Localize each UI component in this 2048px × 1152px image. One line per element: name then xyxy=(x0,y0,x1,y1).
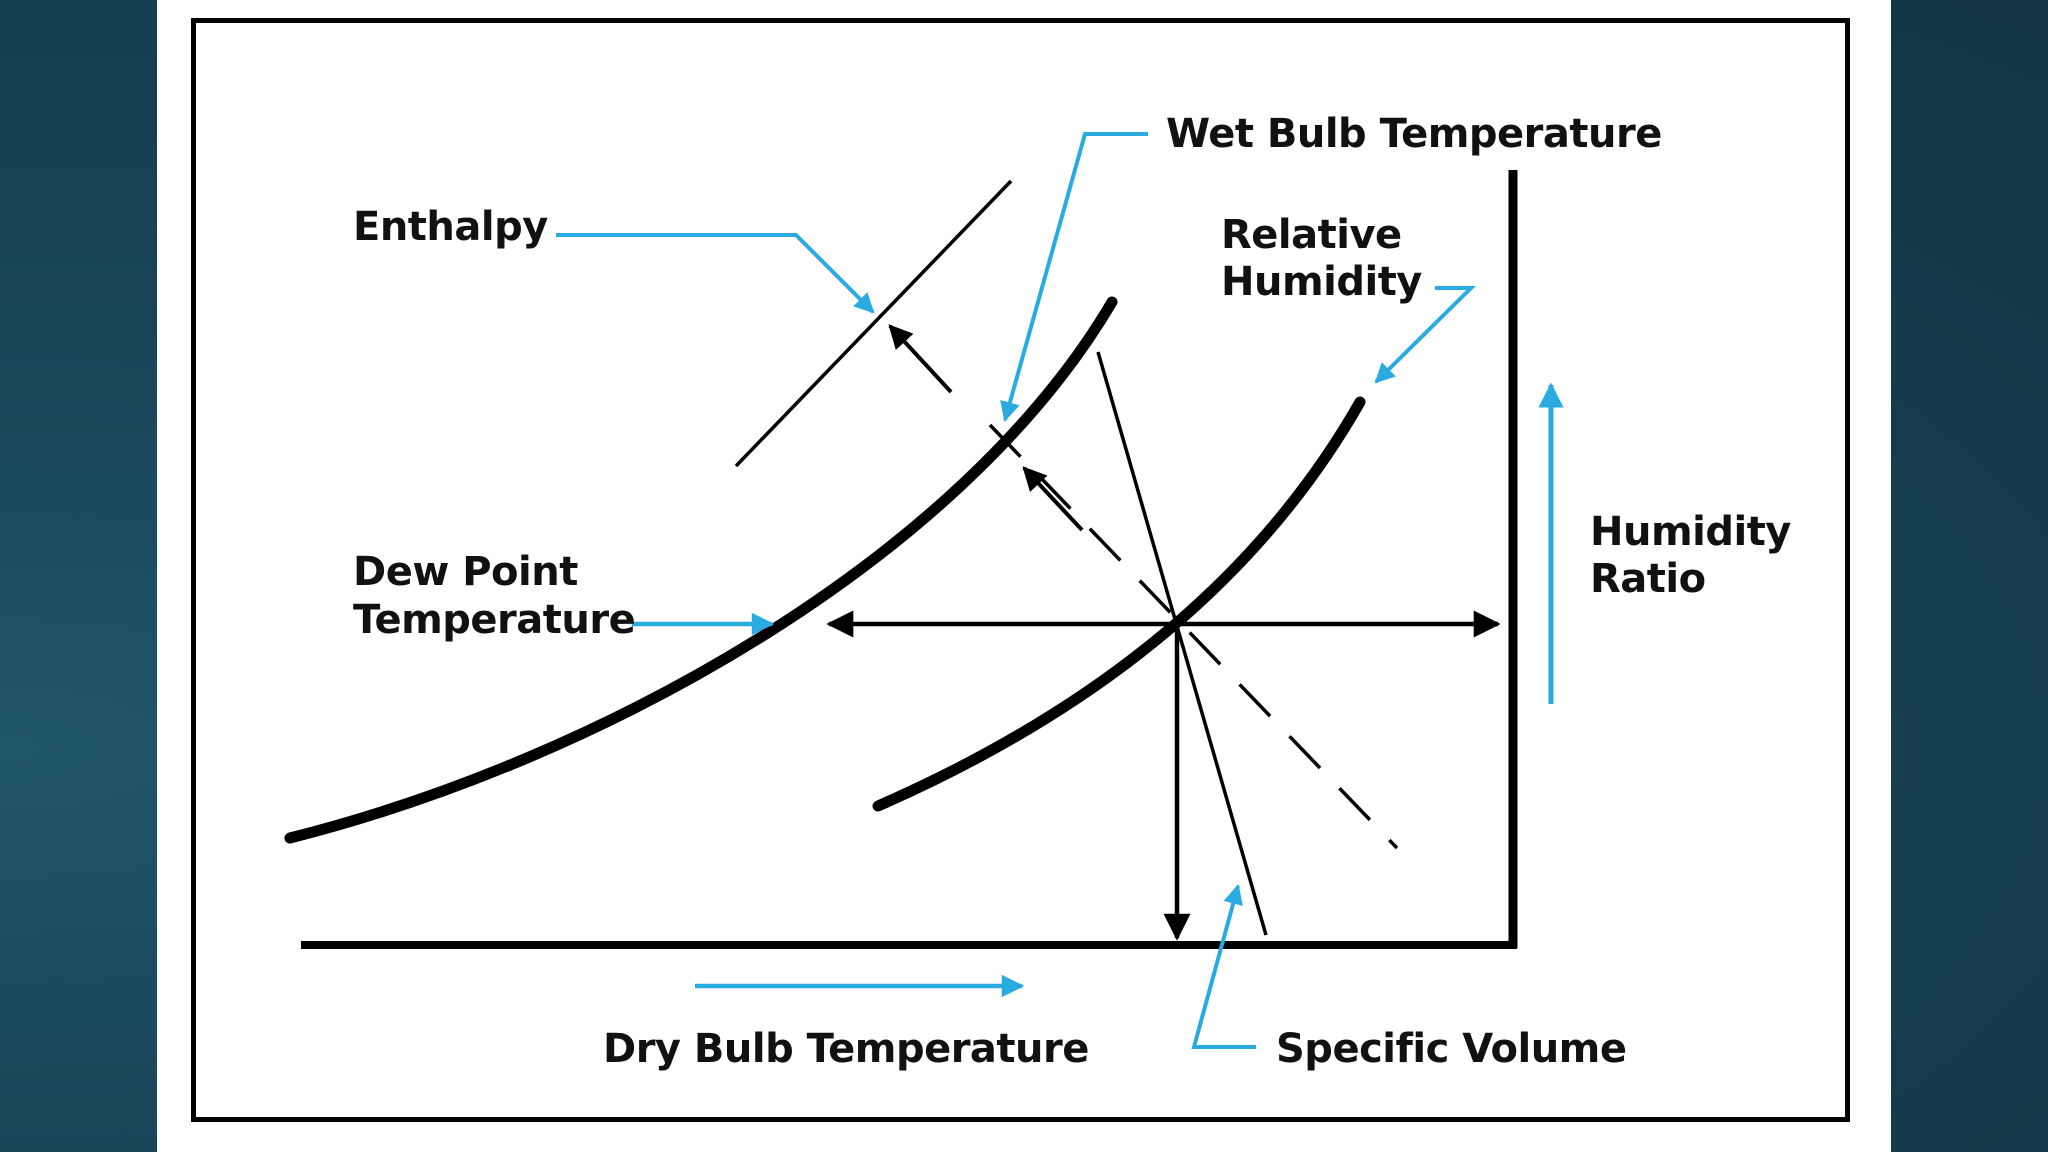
specific-volume-line xyxy=(1096,351,1268,936)
dry-bulb-temperature-label: Dry Bulb Temperature xyxy=(603,1026,1089,1072)
enthalpy-line xyxy=(734,179,1013,468)
wet-bulb-leader-arrow xyxy=(1000,132,1148,422)
humidity-ratio-label-line2: Ratio xyxy=(1590,556,1706,602)
saturation-curve xyxy=(284,296,1118,844)
wet-bulb-arrow xyxy=(1022,466,1084,532)
relative-humidity-curve xyxy=(872,396,1366,812)
enthalpy-arrow xyxy=(888,324,953,394)
specific-volume-label: Specific Volume xyxy=(1276,1026,1627,1072)
slide-card xyxy=(157,0,1891,1152)
humidity-ratio-label-line1: Humidity xyxy=(1590,509,1791,555)
relative-humidity-leader-arrow xyxy=(1374,286,1476,384)
dew-point-label-line1: Dew Point xyxy=(353,549,578,595)
relative-humidity-label-line1: Relative xyxy=(1221,212,1402,258)
wet-bulb-dashed-line xyxy=(988,423,1399,850)
relative-humidity-label-line2: Humidity xyxy=(1221,259,1422,305)
specific-volume-leader-arrow xyxy=(1191,884,1256,1049)
enthalpy-leader-arrow xyxy=(556,233,875,314)
enthalpy-label: Enthalpy xyxy=(353,204,548,250)
wet-bulb-temperature-label: Wet Bulb Temperature xyxy=(1166,111,1662,157)
diagram-frame xyxy=(191,18,1850,1122)
dew-point-label-line2: Temperature xyxy=(353,597,635,643)
